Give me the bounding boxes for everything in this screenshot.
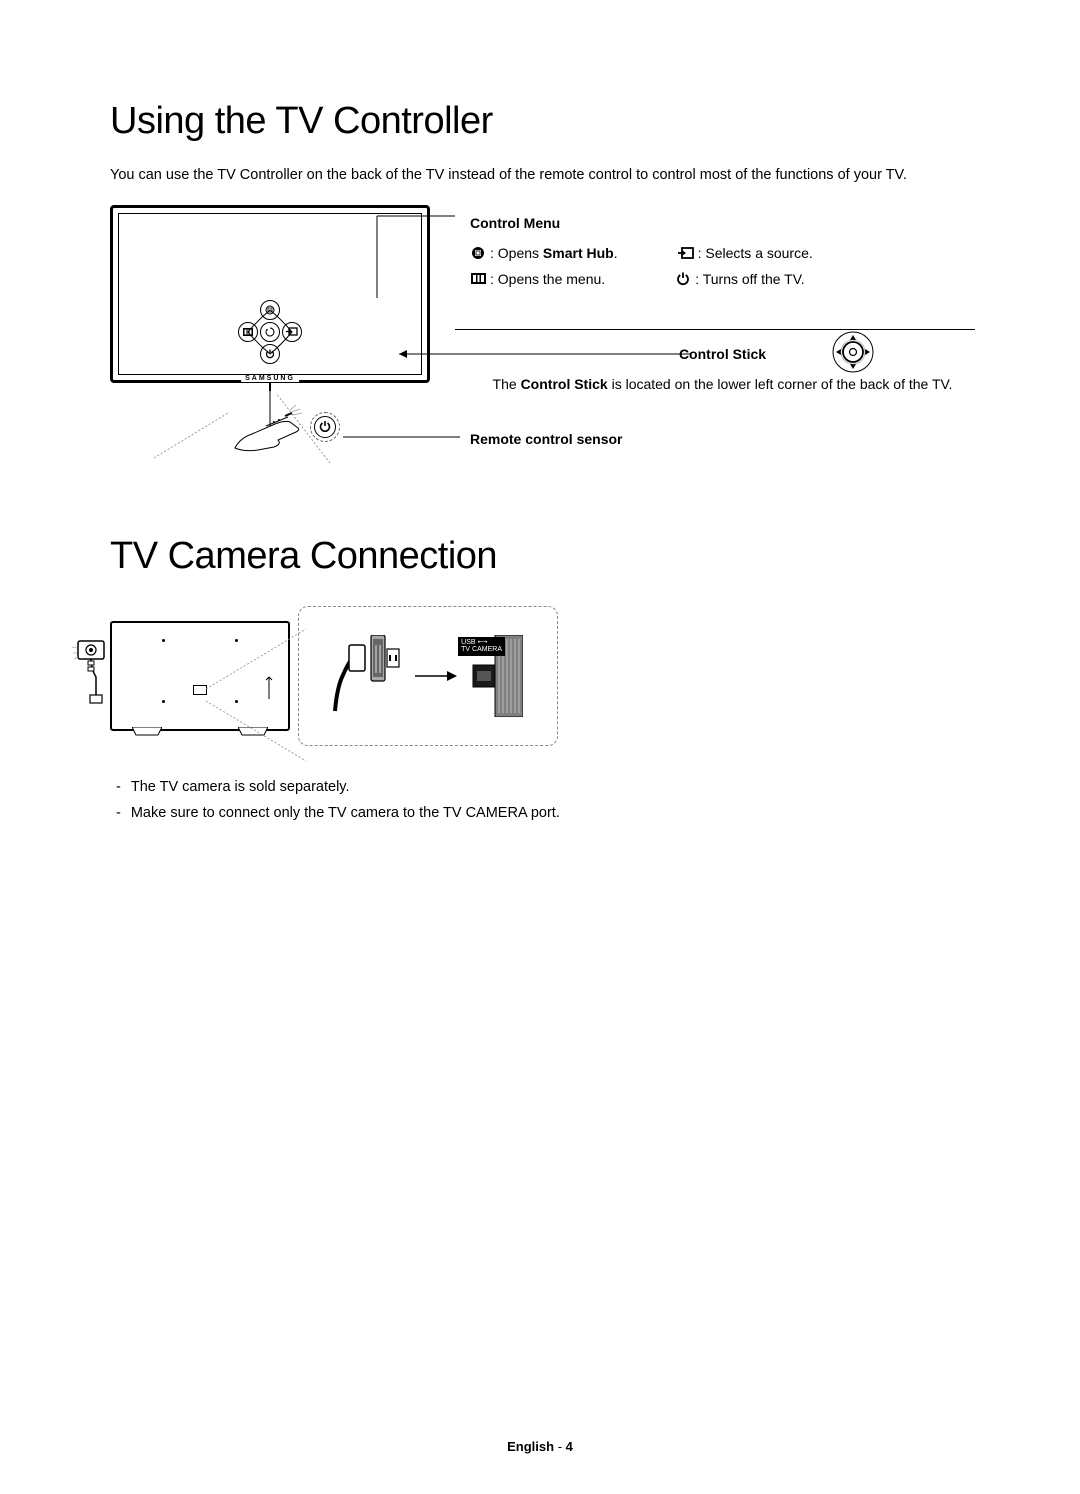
tv-illustration: SAMSUNG	[110, 205, 430, 383]
menu-item-power: : Turns off the TV.	[675, 271, 804, 287]
camera-zoom-panel: USB ⟷ TV CAMERA	[298, 606, 558, 746]
arrow-icon	[413, 669, 457, 683]
remote-sensor-art	[230, 400, 320, 460]
ctrl-icon-return-icon	[260, 322, 280, 342]
smart-hub-icon	[470, 246, 486, 260]
section-title-camera: TV Camera Connection	[110, 535, 970, 578]
tv-camera-icon	[72, 639, 128, 710]
ctrl-icon-power-icon	[260, 344, 280, 364]
control-text-panel: Control Menu : Opens Smart Hub. : Select…	[455, 205, 975, 447]
usb-port-label: USB ⟷ TV CAMERA	[458, 637, 505, 656]
section-title-controller: Using the TV Controller	[110, 100, 970, 143]
controller-figure: SAMSUNG Control Menu :	[110, 205, 970, 485]
controller-intro: You can use the TV Controller on the bac…	[110, 165, 970, 187]
usb-plug-icon	[333, 635, 405, 717]
power-sensor-icon	[310, 412, 340, 442]
list-item: Make sure to connect only the TV camera …	[116, 800, 970, 826]
control-stick-desc: The Control Stick is located on the lowe…	[470, 374, 975, 395]
ctrl-icon-smart-hub-icon	[260, 300, 280, 320]
camera-notes-list: The TV camera is sold separately. Make s…	[110, 774, 970, 826]
tv-back-illustration	[110, 621, 290, 731]
control-menu-title: Control Menu	[470, 215, 975, 231]
power-icon	[675, 272, 691, 286]
camera-figure: USB ⟷ TV CAMERA	[110, 606, 970, 746]
remote-sensor-label: Remote control sensor	[470, 431, 975, 447]
source-icon	[678, 246, 694, 260]
menu-icon	[470, 272, 486, 286]
control-stick-label: Control Stick	[679, 346, 766, 362]
control-menu-overlay	[248, 300, 292, 364]
page-footer: English - 4	[507, 1439, 573, 1454]
menu-item-source: : Selects a source.	[678, 245, 813, 261]
tv-logo: SAMSUNG	[241, 375, 299, 382]
list-item: The TV camera is sold separately.	[116, 774, 970, 800]
ctrl-icon-menu-icon	[238, 322, 258, 342]
menu-item-menu: : Opens the menu.	[470, 271, 605, 287]
ctrl-icon-source-icon	[282, 322, 302, 342]
menu-item-smart-hub: : Opens Smart Hub.	[470, 245, 618, 261]
control-stick-icon	[831, 330, 875, 379]
